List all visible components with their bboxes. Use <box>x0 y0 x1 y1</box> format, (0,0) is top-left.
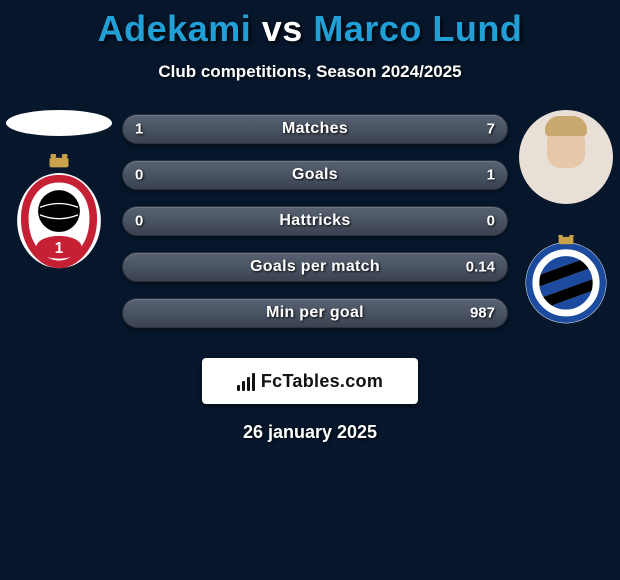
subtitle: Club competitions, Season 2024/2025 <box>0 62 620 82</box>
vs-separator: vs <box>262 8 303 49</box>
footer-brand[interactable]: FcTables.com <box>202 358 418 404</box>
player1-avatar <box>6 110 112 136</box>
left-column: 1 <box>6 110 112 272</box>
bars-icon <box>237 371 255 391</box>
crest-number: 1 <box>55 240 64 257</box>
stat-label: Min per goal <box>266 304 364 322</box>
footer-date: 26 january 2025 <box>0 422 620 443</box>
stat-right-value: 0 <box>487 213 495 230</box>
stat-right-value: 987 <box>470 305 495 322</box>
stat-left-value: 0 <box>135 167 143 184</box>
stat-bar: 0 Hattricks 0 <box>122 206 508 236</box>
stat-right-value: 1 <box>487 167 495 184</box>
stat-right-value: 7 <box>487 121 495 138</box>
stat-left-value: 0 <box>135 213 143 230</box>
comparison-card: Adekami vs Marco Lund Club competitions,… <box>0 0 620 443</box>
stat-bar: 0 Goals 1 <box>122 160 508 190</box>
right-column <box>518 110 614 340</box>
stat-label: Goals per match <box>250 258 380 276</box>
player1-crest: 1 <box>11 154 107 272</box>
stat-label: Matches <box>282 120 348 138</box>
stat-label: Goals <box>292 166 338 184</box>
stat-bar: Min per goal 987 <box>122 298 508 328</box>
player1-name: Adekami <box>98 8 252 49</box>
player2-avatar <box>519 110 613 204</box>
stat-label: Hattricks <box>279 212 350 230</box>
stat-bar: Goals per match 0.14 <box>122 252 508 282</box>
stat-bar: 1 Matches 7 <box>122 114 508 144</box>
stat-right-value: 0.14 <box>466 259 495 276</box>
brand-text: FcTables.com <box>261 371 383 392</box>
player2-name: Marco Lund <box>313 8 522 49</box>
page-title: Adekami vs Marco Lund <box>0 8 620 50</box>
stats-list: 1 Matches 7 0 Goals 1 0 Hattricks 0 Goals per mat… <box>122 110 508 328</box>
stat-left-value: 1 <box>135 121 143 138</box>
player2-crest <box>518 222 614 340</box>
main-row: 1 1 Matches 7 0 Goals 1 0 Hattricks 0 Goals per m… <box>0 110 620 340</box>
